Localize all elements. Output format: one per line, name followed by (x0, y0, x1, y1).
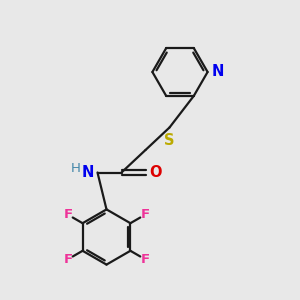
Text: F: F (64, 208, 73, 221)
Text: O: O (149, 165, 162, 180)
Text: F: F (140, 253, 149, 266)
Text: S: S (164, 133, 175, 148)
Text: N: N (212, 64, 224, 80)
Text: H: H (71, 162, 81, 176)
Text: F: F (64, 253, 73, 266)
Text: F: F (140, 208, 149, 221)
Text: N: N (81, 165, 94, 180)
